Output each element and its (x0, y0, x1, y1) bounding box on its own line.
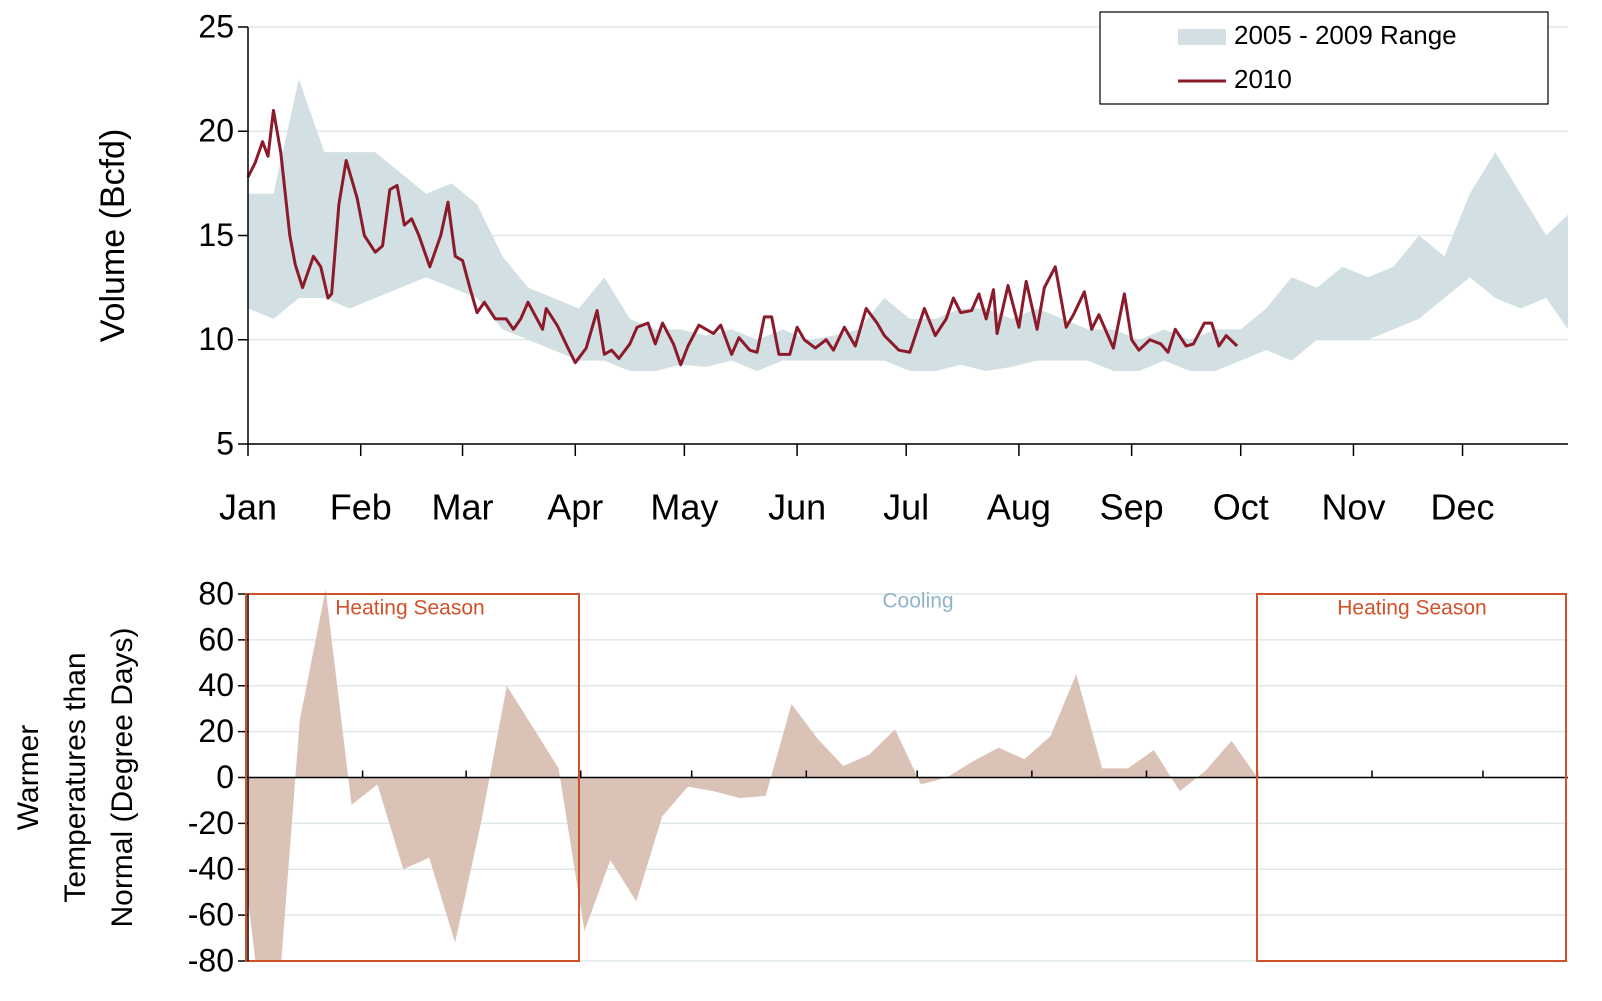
x-tick-label: Jan (219, 487, 277, 528)
y-tick-label: 15 (198, 217, 234, 253)
annotation: Heating Season (335, 597, 484, 620)
x-tick-label: Feb (330, 487, 392, 528)
y-tick-label: -20 (188, 805, 234, 841)
y-axis-label: Volume (Bcfd) (94, 129, 132, 343)
x-tick-label: Jun (768, 487, 826, 528)
y-axis-label: Normal (Degree Days) (106, 627, 139, 927)
y-tick-label: 20 (198, 113, 234, 149)
y-tick-label: -80 (188, 942, 234, 978)
x-tick-label: Mar (432, 487, 494, 528)
y-axis-label: Warmer (12, 725, 45, 831)
x-tick-label: Apr (547, 487, 603, 528)
y-tick-label: -40 (188, 851, 234, 887)
legend-label: 2010 (1234, 64, 1292, 94)
legend-swatch (1178, 29, 1226, 45)
y-tick-label: 0 (216, 759, 234, 795)
y-tick-label: 10 (198, 321, 234, 357)
x-tick-label: Dec (1431, 487, 1495, 528)
y-tick-label: 40 (198, 667, 234, 703)
x-tick-label: May (650, 487, 718, 528)
x-tick-label: Oct (1213, 487, 1269, 528)
y-tick-label: 25 (198, 8, 234, 44)
x-tick-label: Nov (1321, 487, 1385, 528)
y-tick-label: 80 (198, 575, 234, 611)
annotation-box (245, 593, 580, 962)
range-band (248, 79, 1568, 372)
x-tick-label: Sep (1100, 487, 1164, 528)
legend-label: 2005 - 2009 Range (1234, 20, 1457, 50)
legend: 2005 - 2009 Range 2010 (1099, 11, 1549, 105)
y-axis-label: Temperatures than (59, 652, 92, 902)
legend-box (1099, 11, 1549, 105)
annotation: Heating Season (1337, 597, 1486, 620)
annotation-box (1256, 593, 1567, 962)
x-tick-label: Jul (883, 487, 929, 528)
annotation: Cooling (882, 590, 953, 613)
y-tick-label: 5 (216, 425, 234, 461)
y-tick-label: 20 (198, 713, 234, 749)
series-line (246, 108, 1239, 367)
x-tick-label: Aug (987, 487, 1051, 528)
y-tick-label: 60 (198, 621, 234, 657)
area (248, 589, 1258, 961)
y-tick-label: -60 (188, 897, 234, 933)
